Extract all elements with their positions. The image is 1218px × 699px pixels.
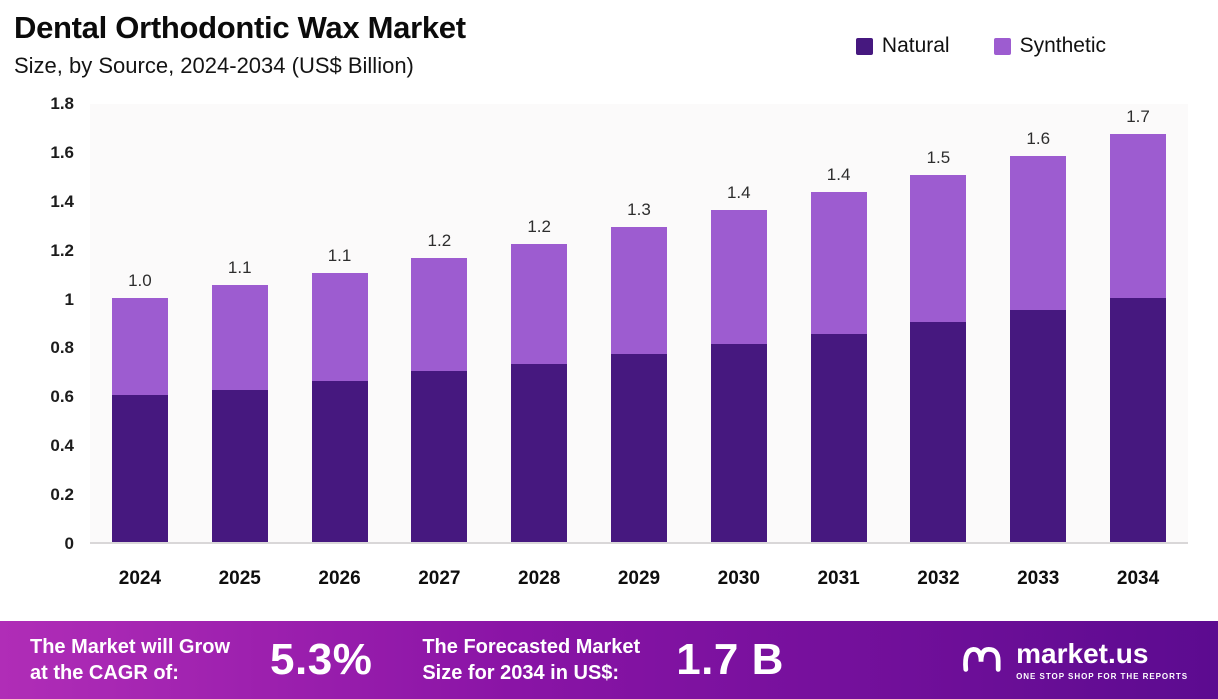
bar-segment-synthetic: [111, 297, 168, 396]
y-axis-tick: 0.8: [50, 338, 74, 358]
chart-title: Dental Orthodontic Wax Market: [14, 10, 466, 45]
bar-segment-synthetic: [411, 258, 468, 371]
bar-column: 1.5: [889, 104, 989, 542]
bar-segment-natural: [211, 390, 268, 542]
bar-total-label: 1.1: [327, 246, 352, 266]
brand-tagline: ONE STOP SHOP FOR THE REPORTS: [1016, 671, 1188, 681]
legend-label-natural: Natural: [881, 34, 950, 57]
bar-segment-synthetic: [311, 273, 368, 381]
bar-column: 1.1: [190, 104, 290, 542]
x-axis-label: 2030: [717, 568, 760, 589]
bar-segment-natural: [610, 353, 667, 542]
bar-total-label: 1.2: [527, 216, 551, 236]
bar-total-label: 1.7: [1126, 106, 1150, 126]
bar-column: 1.7: [1088, 104, 1188, 542]
x-axis-label: 2025: [218, 568, 261, 589]
plot-area: 1.0 1.1 1.1 1.2 1.2 1.3 1.4 1.4 1.5 1.6 1.7 2024 20…: [90, 104, 1188, 590]
chart: 1.8 1.6 1.4 1.2 1 0.8 0.6 0.4 0.2 0 1.0 1.1 1.1 1.2 1…: [12, 94, 1188, 590]
x-axis-label: 2031: [817, 568, 860, 589]
forecast-label-line1: The Forecasted Market: [422, 636, 641, 658]
bar-segment-synthetic: [710, 209, 767, 344]
y-axis-tick: 1.4: [50, 191, 74, 211]
bar-segment-synthetic: [910, 175, 967, 322]
cagr-label-line1: The Market will Grow: [30, 636, 231, 658]
x-axis-label: 2029: [617, 568, 661, 589]
cagr-value: 5.3%: [270, 635, 373, 684]
y-axis-tick: 1.6: [50, 142, 74, 162]
y-axis-tick: 0: [64, 534, 74, 553]
bar-total-label: 1.4: [826, 165, 851, 185]
x-axis-label: 2032: [917, 568, 960, 589]
y-axis-tick: 1.2: [50, 240, 74, 260]
y-axis-tick: 1.8: [50, 94, 74, 113]
bar-segment-natural: [1010, 309, 1067, 542]
legend-label-synthetic: Synthetic: [1019, 34, 1106, 57]
bar-segment-synthetic: [511, 243, 568, 364]
bar-column: 1.1: [290, 104, 390, 542]
bar-total-label: 1.6: [1026, 128, 1051, 148]
x-axis-label: 2034: [1116, 568, 1160, 589]
cagr-label-line2: at the CAGR of:: [30, 662, 179, 684]
bar-total-label: 1.5: [926, 148, 951, 168]
x-axis-label: 2024: [118, 568, 162, 589]
y-axis-tick: 0.2: [50, 485, 74, 505]
forecast-label: The Forecasted Market Size for 2034 in U…: [422, 634, 640, 686]
x-axis: 2024 2025 2026 2027 2028 2029 2030 2031 2032 2033…: [90, 568, 1188, 590]
bar-total-label: 1.4: [726, 182, 751, 202]
bar-segment-synthetic: [1010, 155, 1067, 310]
bar-column: 1.3: [589, 104, 689, 542]
brand: market.us ONE STOP SHOP FOR THE REPORTS: [959, 638, 1188, 683]
brand-name: market.us: [1016, 637, 1149, 669]
bar-segment-natural: [111, 395, 168, 542]
bar-segment-natural: [910, 322, 967, 542]
x-axis-label: 2027: [418, 568, 461, 589]
chart-header: Dental Orthodontic Wax Market Size, by S…: [14, 10, 466, 79]
y-axis-tick: 0.6: [50, 387, 74, 407]
bar-column: 1.6: [988, 104, 1088, 542]
bar-column: 1.4: [689, 104, 789, 542]
legend-swatch-natural: [855, 37, 873, 55]
bar-column: 1.2: [489, 104, 589, 542]
bar-segment-natural: [311, 380, 368, 542]
bar-total-label: 1.1: [227, 258, 252, 278]
bars-area: 1.0 1.1 1.1 1.2 1.2 1.3 1.4 1.4 1.5 1.6 1.7: [90, 104, 1188, 544]
y-axis: 1.8 1.6 1.4 1.2 1 0.8 0.6 0.4 0.2 0: [12, 94, 90, 553]
x-axis-label: 2026: [318, 568, 361, 589]
bar-segment-synthetic: [1110, 133, 1167, 298]
marketus-logo-icon: [959, 638, 1005, 683]
bar-segment-natural: [511, 363, 568, 542]
bar-total-label: 1.2: [427, 231, 452, 251]
legend-item-synthetic: Synthetic: [993, 34, 1106, 58]
legend-item-natural: Natural: [855, 34, 950, 58]
bar-column: 1.4: [789, 104, 889, 542]
chart-subtitle: Size, by Source, 2024-2034 (US$ Billion): [14, 53, 414, 78]
bar-segment-synthetic: [810, 192, 867, 335]
footer-banner: The Market will Grow at the CAGR of: 5.3…: [0, 621, 1218, 699]
y-axis-tick: 0.4: [50, 436, 74, 456]
bar-segment-natural: [810, 334, 867, 542]
brand-text: market.us ONE STOP SHOP FOR THE REPORTS: [1016, 637, 1188, 681]
x-axis-label: 2033: [1017, 568, 1060, 589]
bar-segment-synthetic: [610, 226, 667, 354]
bar-column: 1.0: [90, 104, 190, 542]
forecast-value: 1.7 B: [676, 635, 784, 684]
bar-segment-natural: [710, 344, 767, 542]
bar-segment-natural: [1110, 297, 1167, 542]
bar-segment-synthetic: [211, 285, 268, 391]
legend-swatch-synthetic: [993, 37, 1011, 55]
bar-column: 1.2: [389, 104, 489, 542]
forecast-label-line2: Size for 2034 in US$:: [422, 662, 620, 684]
y-axis-tick: 1: [64, 289, 74, 309]
legend: Natural Synthetic: [855, 34, 1106, 58]
cagr-label: The Market will Grow at the CAGR of:: [30, 634, 230, 686]
bar-segment-natural: [411, 370, 468, 542]
bar-total-label: 1.3: [627, 199, 651, 219]
x-axis-label: 2028: [518, 568, 561, 589]
bar-total-label: 1.0: [128, 270, 152, 290]
